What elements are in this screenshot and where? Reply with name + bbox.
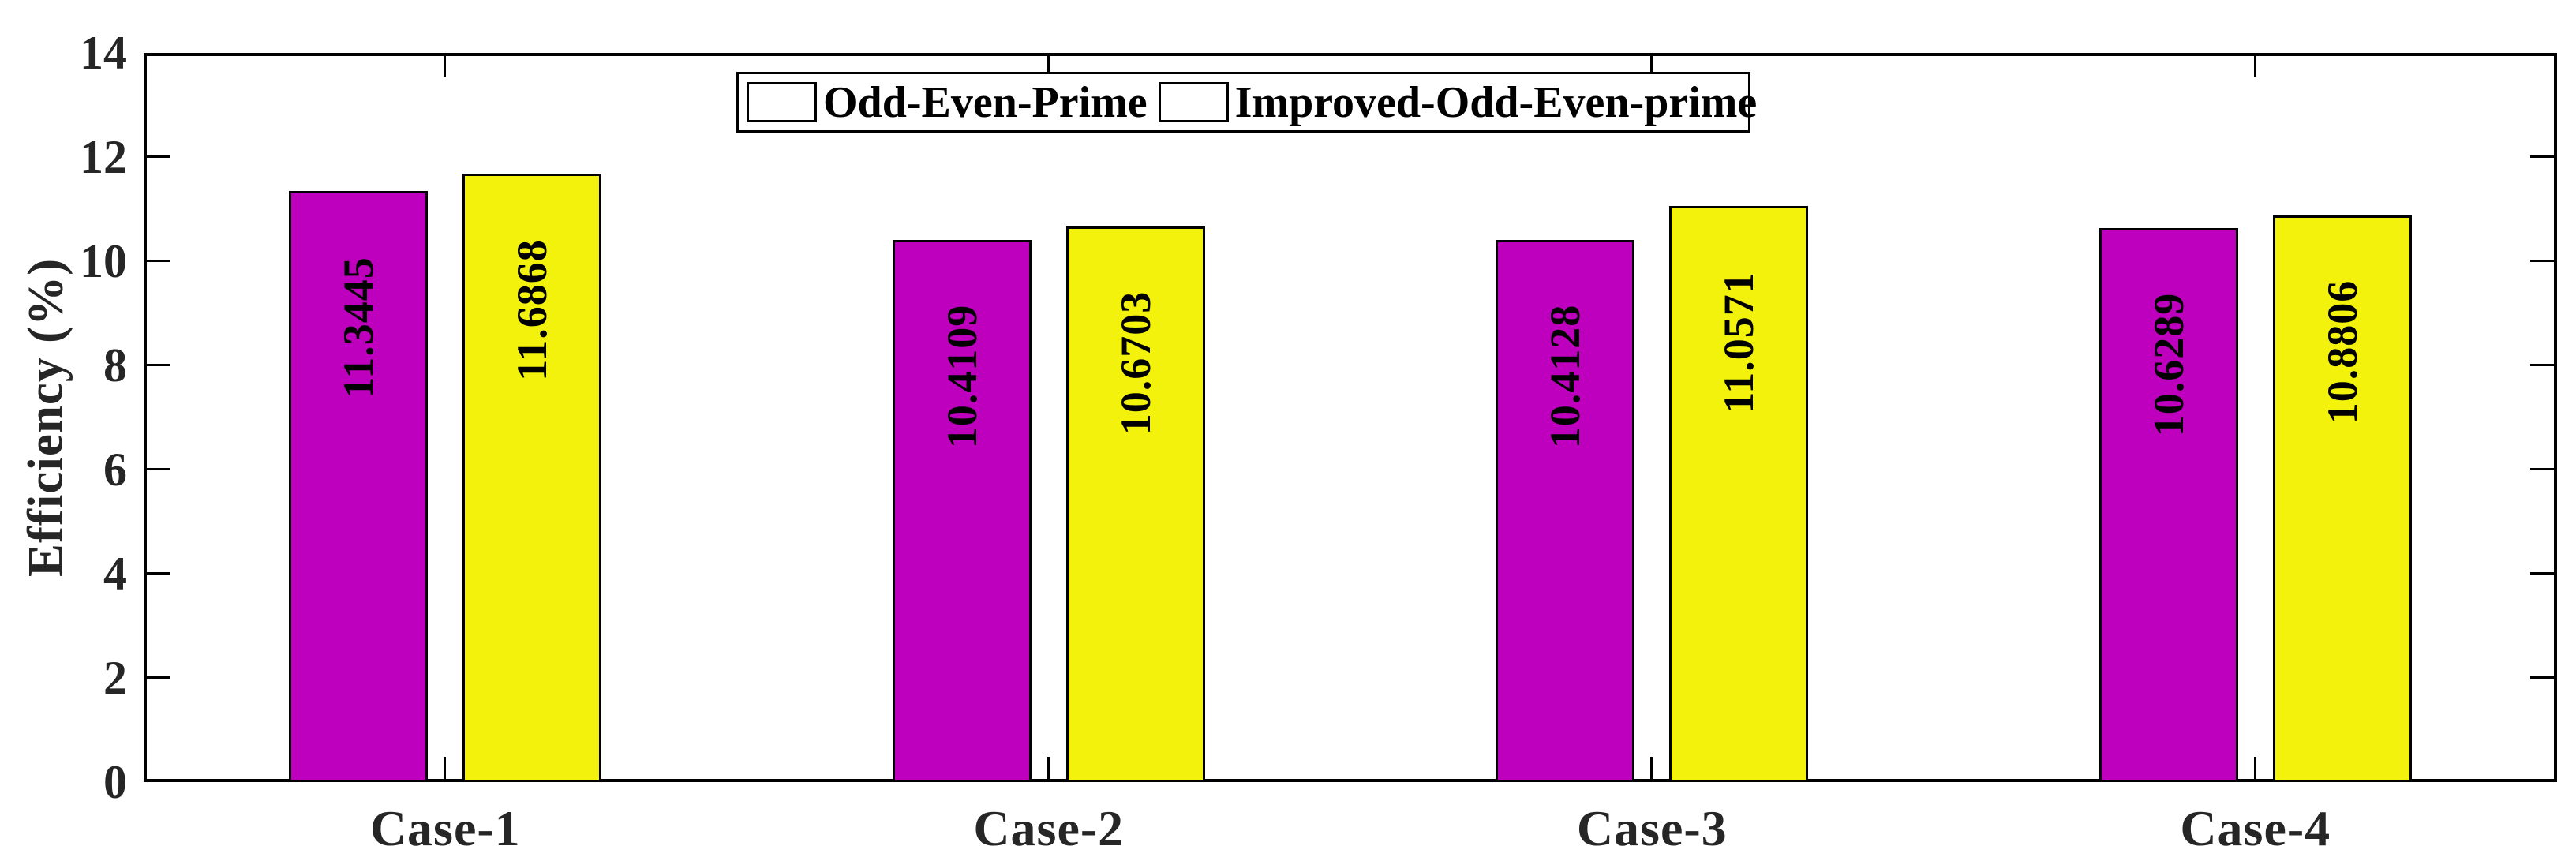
bar-improved-odd-even-prime-case-2: 10.6703: [1065, 226, 1205, 782]
y-tick-mark-right: [2530, 364, 2554, 366]
y-tick-label: 6: [103, 444, 127, 496]
legend-label-improved-odd-even-prime: Improved-Odd-Even-prime: [1234, 77, 1758, 127]
y-tick-label: 10: [80, 235, 127, 287]
y-tick-mark-left: [147, 364, 170, 366]
legend-label-odd-even-prime: Odd-Even-Prime: [823, 77, 1148, 127]
y-tick-label: 2: [103, 652, 127, 704]
bar-odd-even-prime-case-4: 10.6289: [2099, 228, 2238, 782]
y-tick-mark-right: [2530, 468, 2554, 470]
bar-value-label: 11.3445: [335, 256, 383, 399]
bar-value-label: 10.4109: [938, 304, 986, 449]
y-tick-label: 12: [80, 131, 127, 183]
bar-odd-even-prime-case-2: 10.4109: [892, 239, 1032, 782]
x-tick-mark-bottom: [1046, 757, 1050, 779]
y-tick-label: 14: [80, 27, 127, 79]
bar-odd-even-prime-case-1: 11.3445: [289, 191, 429, 782]
bar-value-label: 10.6289: [2144, 293, 2192, 437]
y-tick-mark-right: [2530, 676, 2554, 679]
bar-value-label: 10.4128: [1541, 304, 1589, 449]
x-tick-label: Case-4: [2180, 800, 2331, 856]
x-tick-mark-bottom: [444, 757, 447, 779]
y-tick-mark-left: [147, 676, 170, 679]
x-tick-mark-top: [444, 56, 447, 77]
y-tick-mark-left: [147, 260, 170, 262]
x-tick-mark-top: [2253, 56, 2256, 77]
bar-improved-odd-even-prime-case-3: 11.0571: [1669, 206, 1809, 782]
x-tick-mark-top: [1046, 56, 1050, 77]
legend: Odd-Even-Prime Improved-Odd-Even-prime: [736, 72, 1757, 133]
bar-value-label: 10.6703: [1111, 290, 1159, 436]
bar-odd-even-prime-case-3: 10.4128: [1496, 239, 1635, 782]
x-tick-mark-bottom: [2253, 757, 2256, 779]
bar-improved-odd-even-prime-case-1: 11.6868: [462, 173, 602, 782]
y-axis-title: Efficiency (%): [17, 257, 73, 578]
legend-swatch-improved-odd-even-prime: [1158, 82, 1229, 122]
x-tick-mark-bottom: [1650, 757, 1653, 779]
y-tick-mark-right: [2530, 260, 2554, 262]
bar-improved-odd-even-prime-case-4: 10.8806: [2272, 215, 2412, 782]
y-tick-label: 0: [103, 756, 127, 808]
x-tick-label: Case-3: [1576, 800, 1728, 856]
y-tick-mark-left: [147, 572, 170, 575]
legend-swatch-odd-even-prime: [747, 82, 817, 122]
x-tick-label: Case-2: [973, 800, 1125, 856]
bar-value-label: 11.6868: [508, 238, 556, 381]
bar-value-label: 10.8806: [2318, 279, 2366, 425]
y-tick-mark-right: [2530, 155, 2554, 158]
x-tick-mark-top: [1650, 56, 1653, 77]
y-tick-mark-left: [147, 155, 170, 158]
bar-value-label: 11.0571: [1715, 271, 1763, 414]
y-tick-label: 8: [103, 339, 127, 391]
y-tick-mark-right: [2530, 572, 2554, 575]
y-tick-label: 4: [103, 548, 127, 600]
y-tick-mark-left: [147, 468, 170, 470]
x-tick-label: Case-1: [369, 800, 521, 856]
